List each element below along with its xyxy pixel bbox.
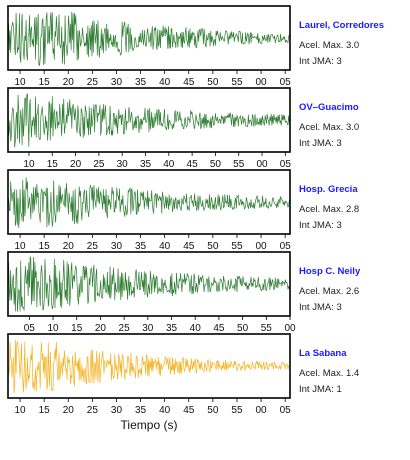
x-tick-label: 45 xyxy=(183,241,195,252)
x-tick-label: 30 xyxy=(117,159,129,170)
peak-acceleration: Acel. Max. 1.4 xyxy=(299,368,359,379)
x-tick-label: 55 xyxy=(231,241,243,252)
seismogram-panel: 10 15 20 25 30 35 40 45 50 55 00 05 OV–Guacimo Acel. … xyxy=(7,87,359,170)
peak-acceleration: Acel. Max. 2.8 xyxy=(299,204,359,215)
x-tick-label: 00 xyxy=(284,323,296,334)
seismogram-panel: 10 15 20 25 30 35 40 45 50 55 00 05 Laurel, Corredor… xyxy=(7,5,384,88)
x-tick-label: 05 xyxy=(280,241,292,252)
x-tick-label: 55 xyxy=(261,323,273,334)
x-tick-label: 25 xyxy=(119,323,131,334)
waveform-trace xyxy=(7,256,291,312)
seismogram-panel: 05 10 15 20 25 30 35 40 45 50 55 00 Hosp C. Neily Ace… xyxy=(7,251,361,334)
x-tick-label: 35 xyxy=(140,159,152,170)
x-tick-label: 00 xyxy=(256,77,268,88)
plot-frame xyxy=(7,169,291,235)
x-tick-label: 10 xyxy=(14,405,26,416)
jma-intensity: Int JMA: 3 xyxy=(299,138,342,149)
plot-frame xyxy=(7,5,291,71)
x-tick-label: 45 xyxy=(187,159,199,170)
x-tick-label: 40 xyxy=(163,159,175,170)
x-tick-label: 50 xyxy=(207,405,219,416)
plot-frame xyxy=(7,87,291,153)
x-tick-label: 30 xyxy=(111,241,123,252)
x-tick-label: 05 xyxy=(280,77,292,88)
x-tick-label: 55 xyxy=(231,405,243,416)
station-name: Laurel, Corredores xyxy=(299,20,384,31)
x-tick-label: 15 xyxy=(39,77,51,88)
x-tick-label: 20 xyxy=(63,241,75,252)
x-tick-label: 45 xyxy=(183,77,195,88)
seismogram-panel: 10 15 20 25 30 35 40 45 50 55 00 05 La Sabana Acel. M… xyxy=(7,333,359,432)
x-tick-label: 25 xyxy=(87,77,99,88)
x-tick-label: 15 xyxy=(71,323,83,334)
x-tick-label: 55 xyxy=(233,159,245,170)
x-tick-label: 15 xyxy=(39,241,51,252)
x-tick-label: 25 xyxy=(93,159,105,170)
x-tick-label: 30 xyxy=(111,405,123,416)
x-tick-label: 50 xyxy=(207,241,219,252)
jma-intensity: Int JMA: 1 xyxy=(299,384,342,395)
x-tick-label: 10 xyxy=(14,77,26,88)
plot-frame xyxy=(7,251,291,317)
station-name: La Sabana xyxy=(299,348,347,359)
x-tick-label: 25 xyxy=(87,405,99,416)
x-tick-label: 00 xyxy=(256,241,268,252)
x-tick-label: 35 xyxy=(135,405,147,416)
x-tick-label: 50 xyxy=(207,77,219,88)
x-tick-label: 45 xyxy=(213,323,225,334)
x-tick-label: 20 xyxy=(63,77,75,88)
station-name: Hosp C. Neily xyxy=(299,266,361,277)
x-tick-label: 35 xyxy=(166,323,178,334)
x-tick-label: 05 xyxy=(280,159,292,170)
jma-intensity: Int JMA: 3 xyxy=(299,56,342,67)
x-tick-label: 20 xyxy=(63,405,75,416)
x-tick-label: 30 xyxy=(142,323,154,334)
seismogram-panel: 10 15 20 25 30 35 40 45 50 55 00 05 Hosp. Grecia Acel… xyxy=(7,169,359,252)
x-tick-label: 40 xyxy=(190,323,202,334)
x-tick-label: 20 xyxy=(95,323,107,334)
station-name: Hosp. Grecia xyxy=(299,184,358,195)
peak-acceleration: Acel. Max. 2.6 xyxy=(299,286,359,297)
waveform-trace xyxy=(7,177,291,228)
x-tick-label: 25 xyxy=(87,241,99,252)
x-tick-label: 40 xyxy=(159,405,171,416)
x-tick-label: 20 xyxy=(70,159,82,170)
x-tick-label: 05 xyxy=(24,323,36,334)
x-tick-label: 00 xyxy=(256,159,268,170)
peak-acceleration: Acel. Max. 3.0 xyxy=(299,122,359,133)
jma-intensity: Int JMA: 3 xyxy=(299,302,342,313)
station-name: OV–Guacimo xyxy=(299,102,359,113)
x-tick-label: 15 xyxy=(39,405,51,416)
x-tick-label: 10 xyxy=(23,159,35,170)
plot-frame xyxy=(7,333,291,399)
x-axis-title: Tiempo (s) xyxy=(121,418,178,432)
x-tick-label: 35 xyxy=(135,77,147,88)
x-tick-label: 50 xyxy=(210,159,222,170)
x-tick-label: 50 xyxy=(237,323,249,334)
x-tick-label: 05 xyxy=(280,405,292,416)
x-tick-label: 30 xyxy=(111,77,123,88)
jma-intensity: Int JMA: 3 xyxy=(299,220,342,231)
x-tick-label: 55 xyxy=(231,77,243,88)
waveform-trace xyxy=(7,339,291,394)
x-tick-label: 15 xyxy=(47,159,59,170)
x-tick-label: 40 xyxy=(159,77,171,88)
x-tick-label: 35 xyxy=(135,241,147,252)
peak-acceleration: Acel. Max. 3.0 xyxy=(299,40,359,51)
waveform-trace xyxy=(7,93,291,148)
x-tick-label: 10 xyxy=(14,241,26,252)
waveform-trace xyxy=(7,11,291,67)
x-tick-label: 45 xyxy=(183,405,195,416)
x-tick-label: 40 xyxy=(159,241,171,252)
x-tick-label: 10 xyxy=(47,323,59,334)
x-tick-label: 00 xyxy=(256,405,268,416)
